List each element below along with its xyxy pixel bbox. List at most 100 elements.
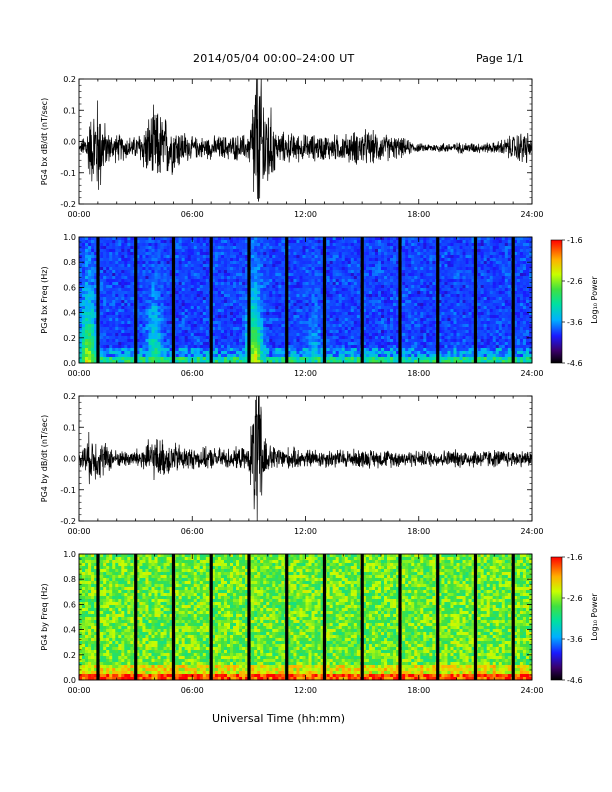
spectrogram-cell <box>109 273 113 277</box>
spectrogram-cell <box>160 261 164 265</box>
spectrogram-cell <box>154 309 158 313</box>
spectrogram-cell <box>163 267 167 271</box>
spectrogram-cell <box>423 282 427 286</box>
spectrogram-cell <box>236 273 240 277</box>
spectrogram-cell <box>91 333 95 337</box>
spectrogram-cell <box>332 264 336 268</box>
spectrogram-cell <box>187 360 192 364</box>
spectrogram-cell <box>142 243 146 247</box>
spectrogram-cell <box>347 273 352 277</box>
spectrogram-cell <box>124 306 128 310</box>
spectrogram-cell <box>350 333 355 337</box>
spectrogram-cell <box>242 351 246 355</box>
spectrogram-cell <box>169 303 173 307</box>
spectrogram-cell <box>88 318 92 322</box>
spectrogram-cell <box>112 327 116 331</box>
spectrogram-cell <box>305 276 309 280</box>
spectrogram-cell <box>157 303 161 307</box>
spectrogram-cell <box>260 351 264 355</box>
spectrogram-cell <box>332 249 336 253</box>
spectrogram-cell <box>353 360 358 364</box>
spectrogram-cell <box>308 321 312 325</box>
spectrogram-cell <box>314 309 318 313</box>
spectrogram-cell <box>381 294 385 298</box>
spectrogram-cell <box>347 267 352 271</box>
spectrogram-cell <box>88 354 92 358</box>
spectrogram-cell <box>127 297 131 301</box>
spectrogram-cell <box>365 312 370 316</box>
spectrogram-cell <box>202 321 207 325</box>
spectrogram-cell <box>308 327 312 331</box>
spectrogram-cell <box>127 288 131 292</box>
spectrogram-cell <box>347 264 352 268</box>
spectrogram-cell <box>408 255 412 259</box>
spectrogram-cell <box>136 318 140 322</box>
spectrogram-cell <box>239 249 243 253</box>
spectrogram-cell <box>112 333 116 337</box>
spectrogram-cell <box>290 324 294 328</box>
spectrogram-cell <box>423 339 427 343</box>
spectrogram-cell <box>365 351 370 355</box>
spectrogram-cell <box>314 243 318 247</box>
spectrogram-cell <box>347 237 352 241</box>
spectrogram-cell <box>263 348 267 352</box>
spectrogram-cell <box>365 249 370 253</box>
spectrogram-cell <box>220 357 225 361</box>
spectrogram-cell <box>417 291 421 295</box>
spectrogram-cell <box>417 252 421 256</box>
spectrogram-cell <box>344 309 349 313</box>
spectrogram-cell <box>278 270 282 274</box>
spectrogram-cell <box>272 288 276 292</box>
spectrogram-cell <box>296 261 300 265</box>
spectrogram-cell <box>94 267 98 271</box>
spectrogram-cell <box>371 237 376 241</box>
spectrogram-cell <box>299 258 303 262</box>
spectrogram-cell <box>251 249 255 253</box>
spectrogram-cell <box>94 258 98 262</box>
spectrogram-cell <box>305 255 309 259</box>
spectrogram-cell <box>193 309 198 313</box>
spectrogram-cell <box>326 285 330 289</box>
spectrogram-cell <box>124 333 128 337</box>
spectrogram-cell <box>275 330 279 334</box>
spectrogram-cell <box>211 345 216 349</box>
spectrogram-cell <box>266 345 270 349</box>
spectrogram-cell <box>338 246 343 250</box>
spectrogram-cell <box>332 288 336 292</box>
spectrogram-cell <box>88 288 92 292</box>
spectrogram-cell <box>178 345 182 349</box>
spectrogram-cell <box>196 252 201 256</box>
spectrogram-cell <box>272 264 276 268</box>
spectrogram-cell <box>223 315 228 319</box>
spectrogram-cell <box>79 312 83 316</box>
spectrogram-cell <box>356 333 361 337</box>
spectrogram-cell <box>402 273 406 277</box>
spectrogram-cell <box>260 282 264 286</box>
spectrogram-cell <box>278 321 282 325</box>
spectrogram-cell <box>335 270 340 274</box>
spectrogram-cell <box>396 309 400 313</box>
spectrogram-cell <box>408 261 412 265</box>
spectrogram-cell <box>130 339 134 343</box>
spectrogram-cell <box>408 336 412 340</box>
spectrogram-cell <box>193 339 198 343</box>
spectrogram-cell <box>411 318 415 322</box>
spectrogram-cell <box>302 282 306 286</box>
spectrogram-cell <box>226 240 231 244</box>
spectrogram-cell <box>148 243 152 247</box>
spectrogram-cell <box>254 318 258 322</box>
spectrogram-cell <box>148 324 152 328</box>
spectrogram-cell <box>353 264 358 268</box>
spectrogram-cell <box>178 258 182 262</box>
spectrogram-cell <box>335 252 340 256</box>
spectrogram-cell <box>121 279 125 283</box>
spectrogram-cell <box>408 351 412 355</box>
spectrogram-cell <box>374 348 379 352</box>
spectrogram-cell <box>154 240 158 244</box>
spectrogram-cell <box>381 264 385 268</box>
spectrogram-cell <box>217 285 222 289</box>
spectrogram-cell <box>338 255 343 259</box>
spectrogram-cell <box>217 291 222 295</box>
spectrogram-cell <box>100 303 104 307</box>
spectrogram-cell <box>211 288 216 292</box>
